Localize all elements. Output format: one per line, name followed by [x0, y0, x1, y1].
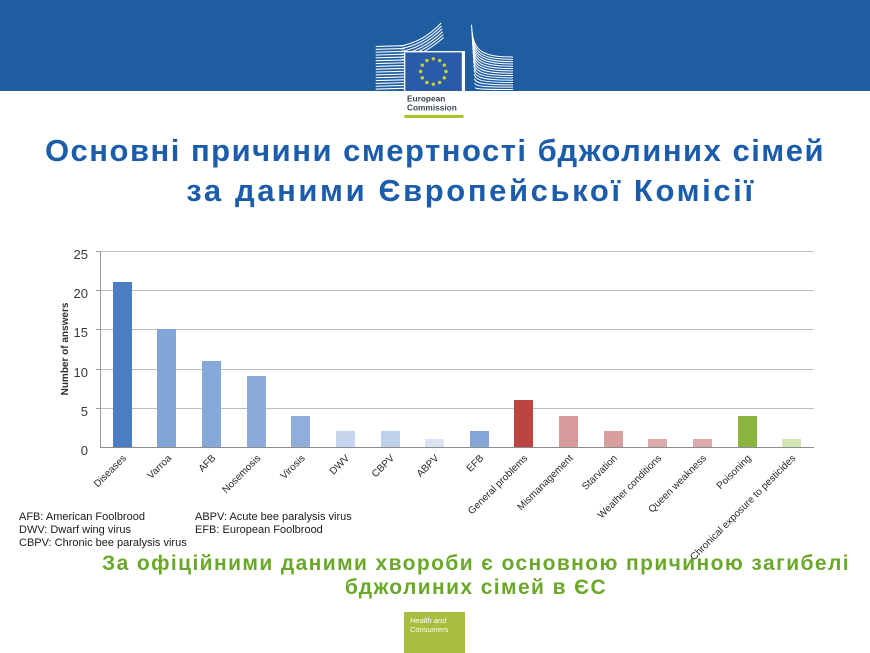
svg-text:European: European [407, 94, 445, 104]
svg-text:Commission: Commission [407, 103, 457, 113]
